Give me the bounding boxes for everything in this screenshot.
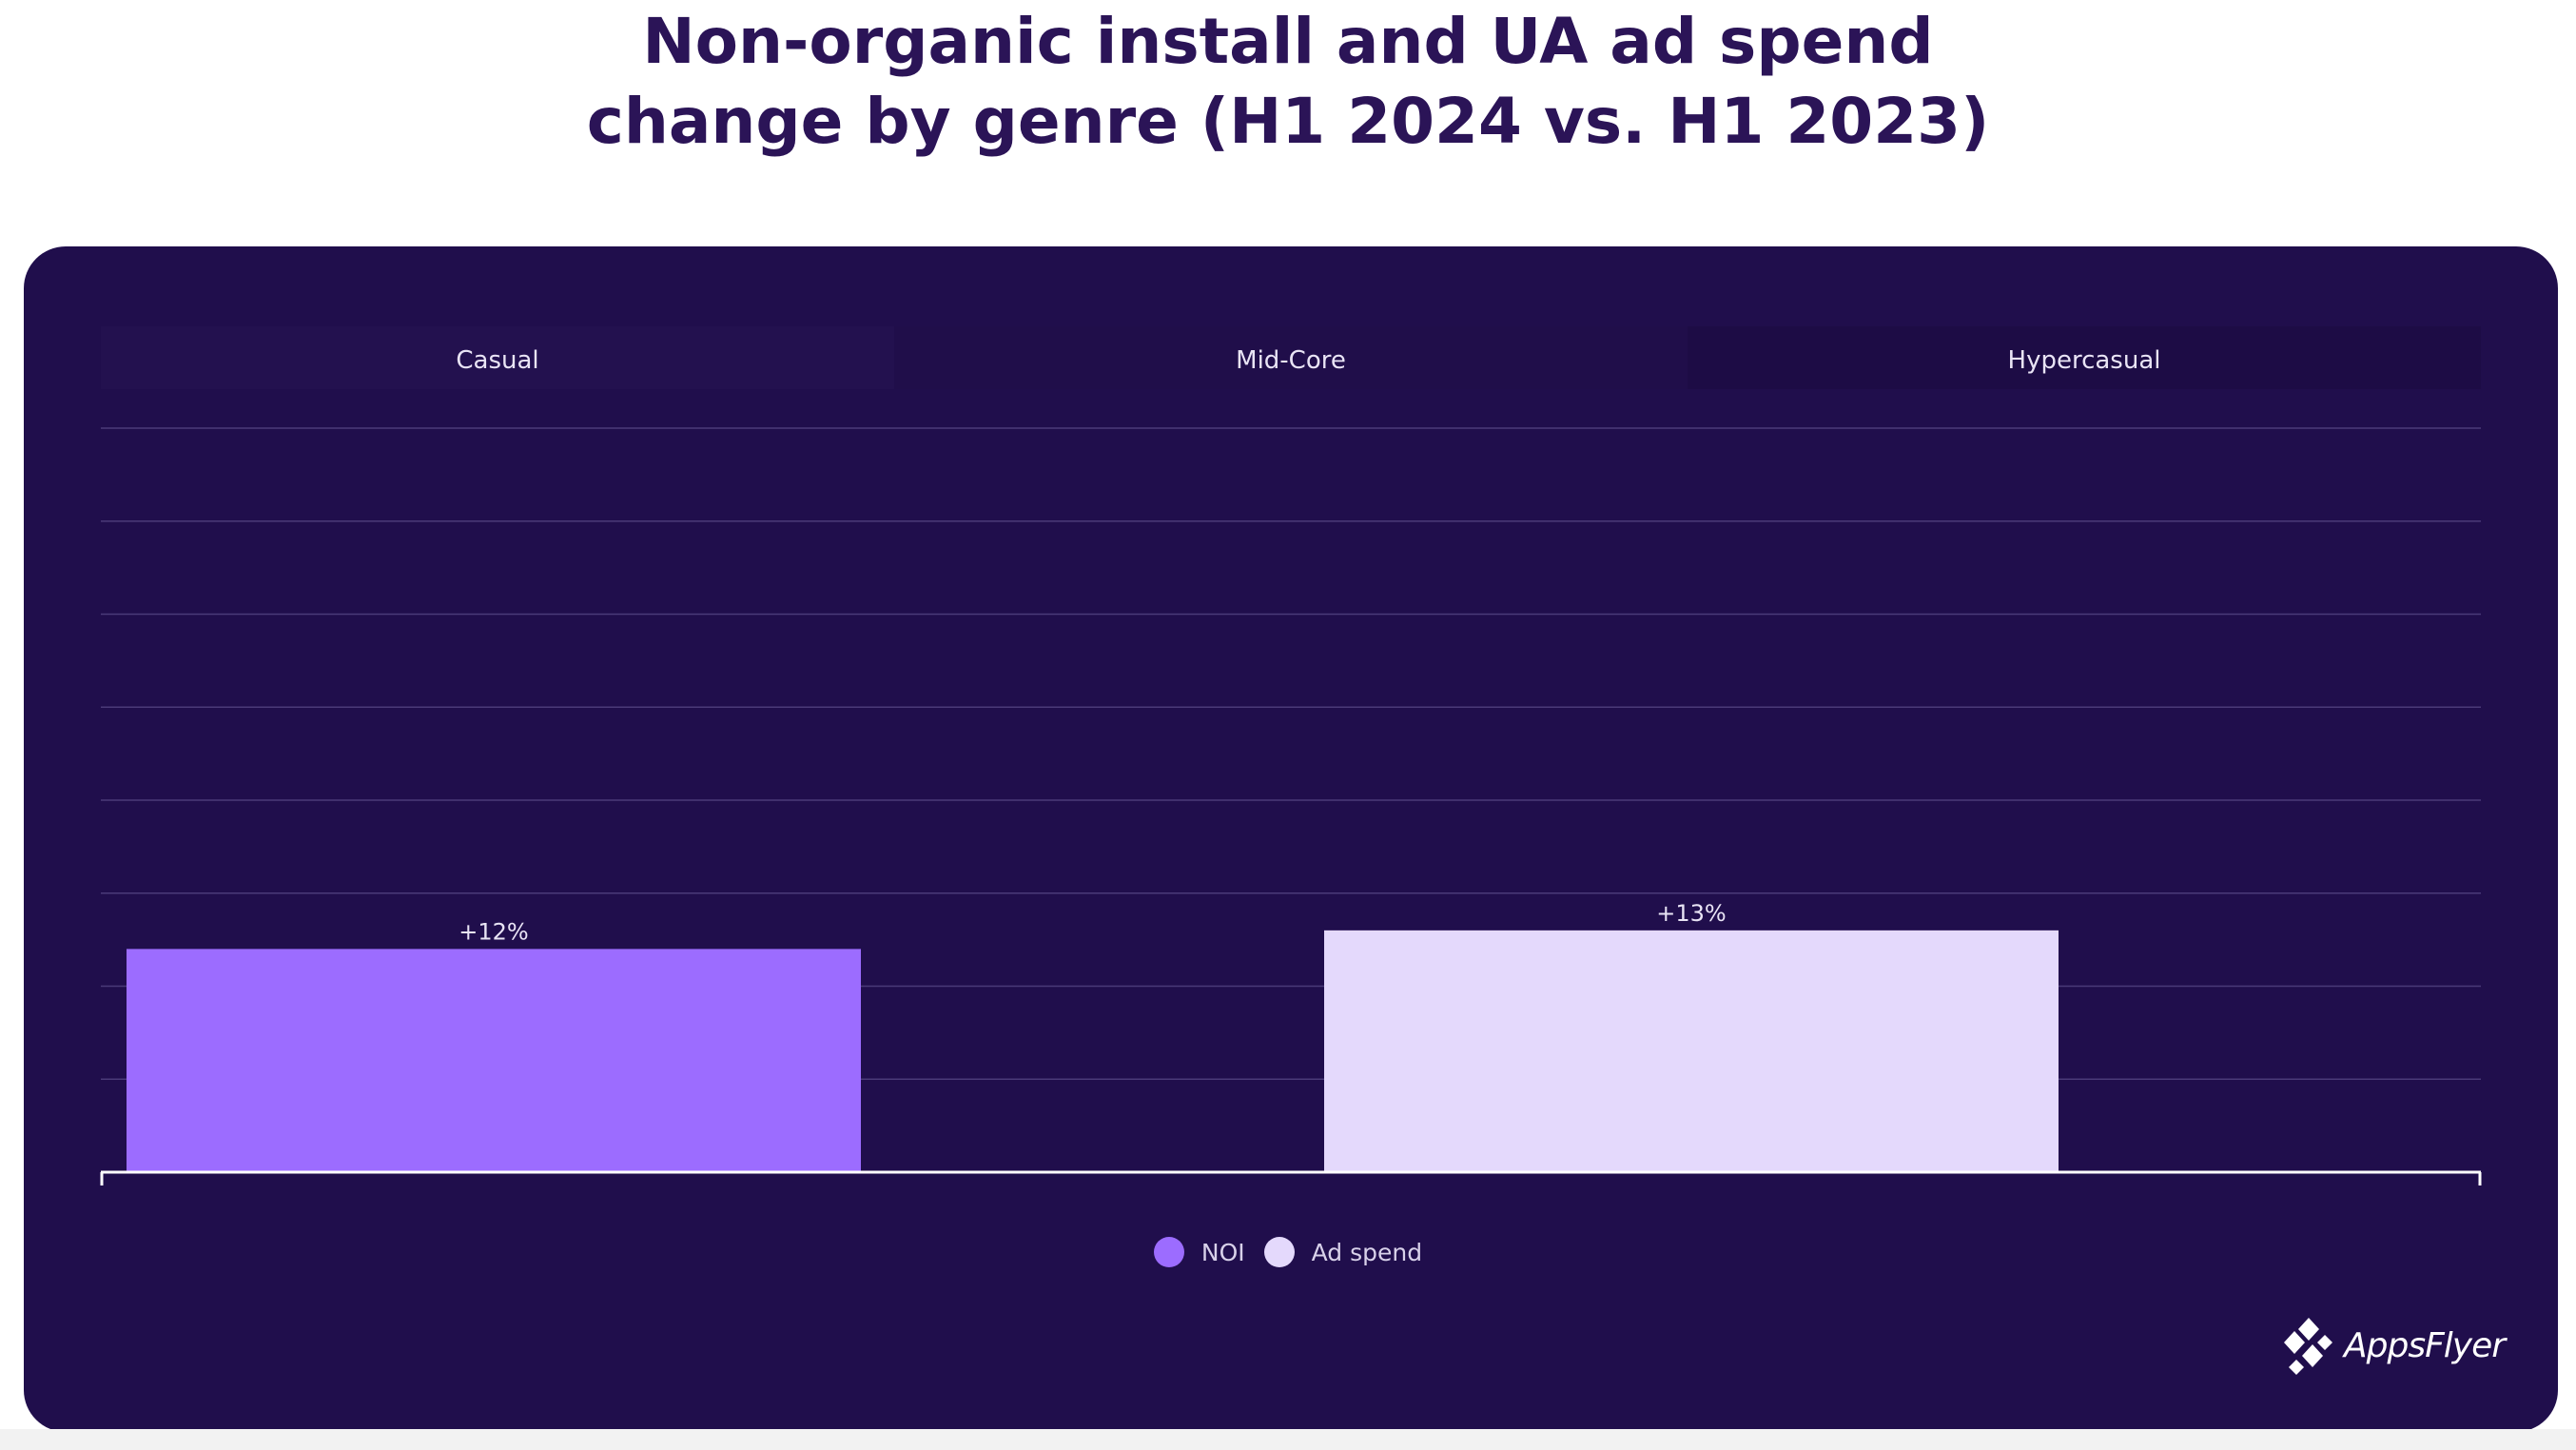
legend: NOI Ad spend [0, 1233, 2576, 1271]
category-label: Casual [456, 346, 538, 375]
data-label: +12% [459, 918, 528, 945]
category-header-bg [1688, 326, 2481, 389]
category-header-bg [101, 326, 894, 389]
appsflyer-logo: AppsFlyer [2281, 1315, 2506, 1376]
bar-ad-spend [1324, 930, 2059, 1172]
data-label: +13% [1656, 900, 1726, 927]
category-label: Mid-Core [1236, 346, 1346, 375]
legend-swatch-ad-spend [1263, 1237, 1295, 1267]
category-header-bg [894, 326, 1688, 389]
bar-noi [127, 949, 861, 1172]
brand-name: AppsFlyer [2344, 1325, 2506, 1365]
legend-item-ad-spend[interactable]: Ad spend [1263, 1237, 1423, 1267]
legend-label-ad-spend: Ad spend [1311, 1238, 1423, 1266]
appsflyer-logo-icon [2284, 1318, 2332, 1375]
chart-title-line-2: change by genre (H1 2024 vs. H1 2023) [586, 85, 1990, 158]
footer-strip [0, 1429, 2576, 1450]
category-label: Hypercasual [2008, 346, 2161, 375]
legend-label-noi: NOI [1200, 1238, 1245, 1266]
chart-title-line-1: Non-organic install and UA ad spend [642, 5, 1934, 78]
legend-swatch-noi [1153, 1237, 1184, 1267]
chart-panel [24, 246, 2558, 1432]
legend-item-noi[interactable]: NOI [1153, 1237, 1245, 1267]
